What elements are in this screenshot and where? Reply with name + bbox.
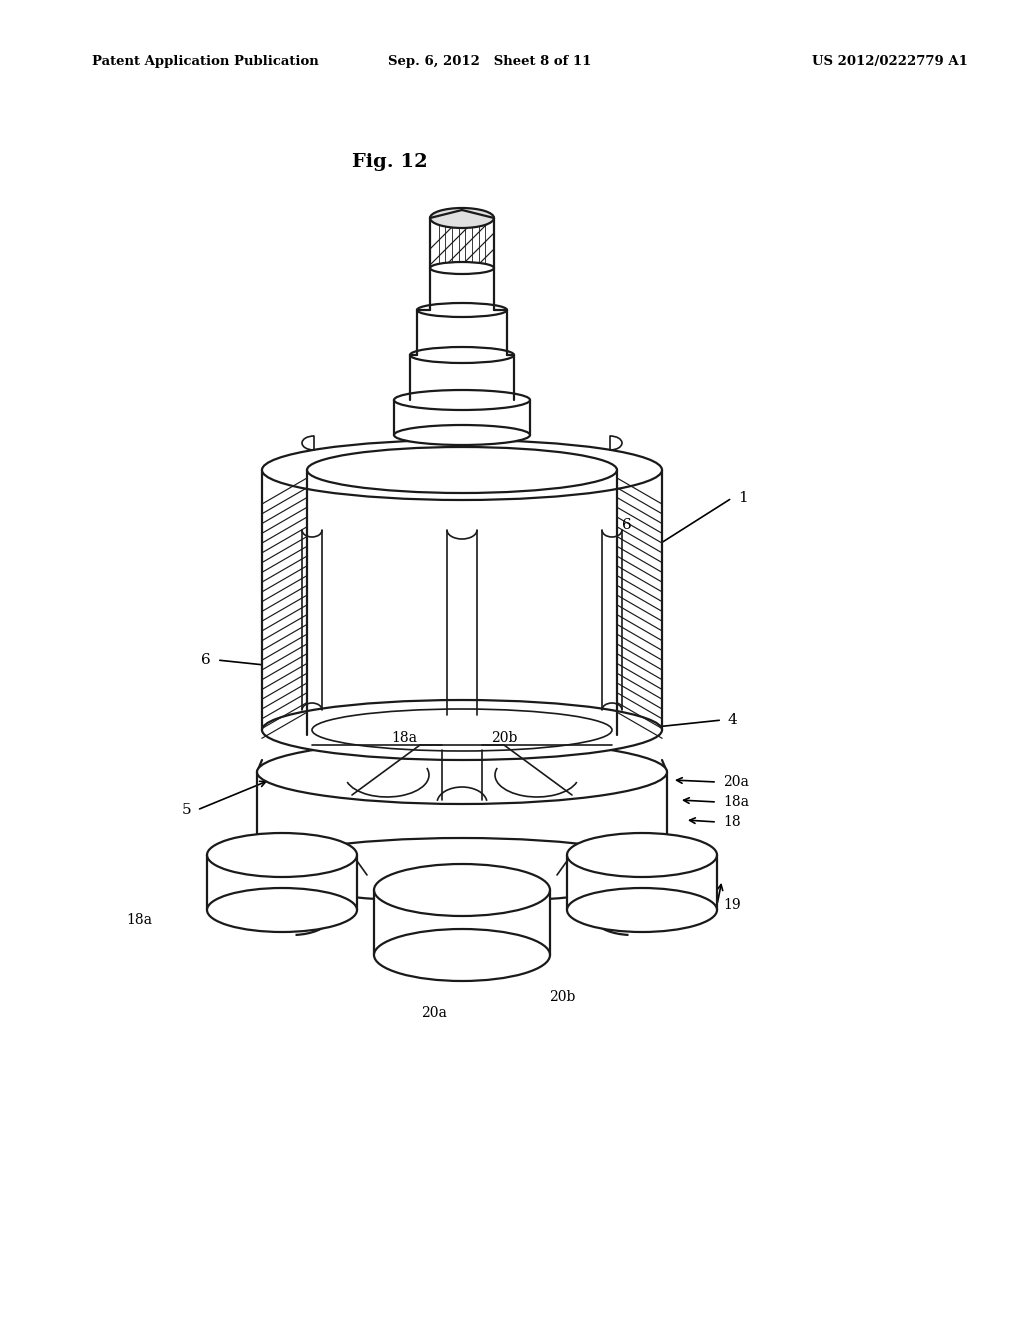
Ellipse shape [257,838,667,902]
Text: 20b: 20b [490,731,517,744]
Text: 20a: 20a [421,1006,446,1020]
Ellipse shape [410,347,514,363]
Text: 20a: 20a [723,775,749,789]
Text: 4: 4 [728,713,737,727]
Ellipse shape [394,389,530,411]
Ellipse shape [207,888,357,932]
Ellipse shape [307,447,617,492]
Ellipse shape [394,425,530,445]
Bar [394,400,530,436]
Bar [207,855,357,909]
Text: 18a: 18a [391,731,417,744]
Text: Patent Application Publication: Patent Application Publication [92,55,318,69]
Ellipse shape [312,709,612,751]
Text: 19: 19 [723,898,740,912]
Ellipse shape [430,209,494,228]
Bar [567,855,717,909]
Ellipse shape [567,888,717,932]
Text: US 2012/0222779 A1: US 2012/0222779 A1 [812,55,968,69]
Bar [617,470,662,730]
Text: 6: 6 [622,517,632,532]
Text: 20b: 20b [549,990,575,1005]
Ellipse shape [257,741,667,804]
Ellipse shape [374,929,550,981]
Bar [374,890,550,954]
Text: 1: 1 [738,491,748,506]
Text: Fig. 12: Fig. 12 [352,153,428,172]
Ellipse shape [430,261,494,275]
Ellipse shape [374,865,550,916]
Ellipse shape [207,833,357,876]
Text: 6: 6 [202,653,211,667]
Bar [257,838,667,952]
Ellipse shape [262,440,662,500]
Bar [262,470,662,730]
Bar [430,268,494,310]
Text: 18a: 18a [723,795,749,809]
Ellipse shape [262,700,662,760]
Text: 18: 18 [723,814,740,829]
Bar [417,310,507,355]
Text: Sep. 6, 2012   Sheet 8 of 11: Sep. 6, 2012 Sheet 8 of 11 [388,55,592,69]
Bar [262,470,307,730]
Ellipse shape [417,304,507,317]
Bar [410,355,514,400]
Bar [430,218,494,268]
Bar [307,470,617,730]
Text: 5: 5 [181,803,191,817]
Text: 18a: 18a [126,913,152,927]
Ellipse shape [567,833,717,876]
